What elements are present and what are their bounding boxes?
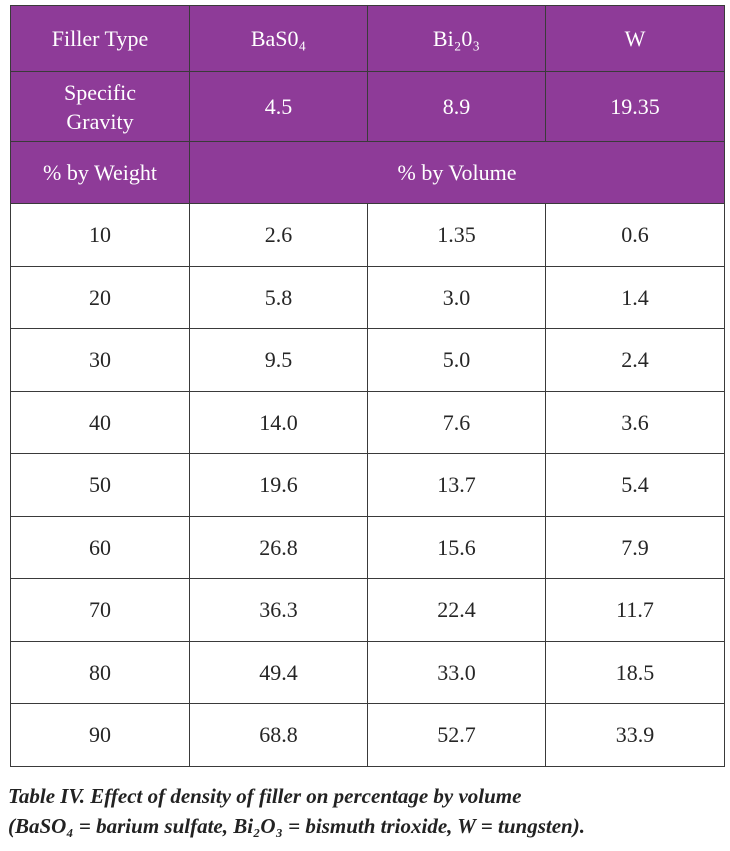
data-cell: 68.8 bbox=[189, 703, 368, 767]
header-cell: 19.35 bbox=[545, 71, 725, 142]
data-cell: 7.9 bbox=[545, 515, 725, 579]
data-cell: 18.5 bbox=[545, 640, 725, 704]
caption-line: Table IV. Effect of density of filler on… bbox=[8, 784, 522, 808]
header-cell: Specific Gravity bbox=[10, 71, 190, 142]
data-cell: 3.6 bbox=[545, 390, 725, 454]
data-cell: 49.4 bbox=[189, 640, 368, 704]
data-cell: 1.4 bbox=[545, 265, 725, 329]
header-cell: BaS0₄ bbox=[189, 5, 368, 72]
header-cell: Filler Type bbox=[10, 5, 190, 72]
data-cell: 33.0 bbox=[367, 640, 546, 704]
data-cell: 9.5 bbox=[189, 328, 368, 392]
data-cell: 7.6 bbox=[367, 390, 546, 454]
caption: Table IV. Effect of density of filler on… bbox=[8, 781, 585, 841]
data-cell: 2.6 bbox=[189, 203, 368, 267]
data-cell: 70 bbox=[10, 578, 190, 642]
data-cell: 13.7 bbox=[367, 453, 546, 517]
data-cell: 40 bbox=[10, 390, 190, 454]
data-cell: 30 bbox=[10, 328, 190, 392]
data-cell: 1.35 bbox=[367, 203, 546, 267]
filler-table: Filler Type BaS0₄ Bi₂0₃ W Specific Gravity 4.… bbox=[10, 5, 725, 767]
caption-line: (BaSO₄ = barium sulfate, Bi₂O₃ = bismuth… bbox=[8, 814, 585, 838]
data-row: 90 68.8 52.7 33.9 bbox=[10, 703, 725, 767]
data-row: 80 49.4 33.0 18.5 bbox=[10, 640, 725, 704]
data-row: 60 26.8 15.6 7.9 bbox=[10, 515, 725, 579]
data-row: 30 9.5 5.0 2.4 bbox=[10, 328, 725, 392]
header-row: Specific Gravity 4.5 8.9 19.35 bbox=[10, 71, 725, 142]
data-cell: 10 bbox=[10, 203, 190, 267]
data-row: 20 5.8 3.0 1.4 bbox=[10, 265, 725, 329]
data-cell: 60 bbox=[10, 515, 190, 579]
data-cell: 0.6 bbox=[545, 203, 725, 267]
data-cell: 33.9 bbox=[545, 703, 725, 767]
header-cell: % by Weight bbox=[10, 141, 190, 204]
data-row: 40 14.0 7.6 3.6 bbox=[10, 390, 725, 454]
header-cell: % by Volume bbox=[189, 141, 725, 204]
data-row: 70 36.3 22.4 11.7 bbox=[10, 578, 725, 642]
data-row: 50 19.6 13.7 5.4 bbox=[10, 453, 725, 517]
data-cell: 11.7 bbox=[545, 578, 725, 642]
header-cell: Bi₂0₃ bbox=[367, 5, 546, 72]
group-row: % by Weight% by Volume bbox=[10, 141, 725, 204]
header-row: Filler Type BaS0₄ Bi₂0₃ W bbox=[10, 5, 725, 72]
data-cell: 3.0 bbox=[367, 265, 546, 329]
data-cell: 52.7 bbox=[367, 703, 546, 767]
data-cell: 15.6 bbox=[367, 515, 546, 579]
data-cell: 19.6 bbox=[189, 453, 368, 517]
data-cell: 5.8 bbox=[189, 265, 368, 329]
data-cell: 20 bbox=[10, 265, 190, 329]
data-cell: 5.4 bbox=[545, 453, 725, 517]
header-cell: 8.9 bbox=[367, 71, 546, 142]
data-row: 10 2.6 1.35 0.6 bbox=[10, 203, 725, 267]
data-cell: 26.8 bbox=[189, 515, 368, 579]
data-cell: 22.4 bbox=[367, 578, 546, 642]
cell-text: Specific Gravity bbox=[63, 79, 137, 134]
data-cell: 2.4 bbox=[545, 328, 725, 392]
header-cell: 4.5 bbox=[189, 71, 368, 142]
data-cell: 14.0 bbox=[189, 390, 368, 454]
data-cell: 5.0 bbox=[367, 328, 546, 392]
data-cell: 90 bbox=[10, 703, 190, 767]
header-cell: W bbox=[545, 5, 725, 72]
data-cell: 80 bbox=[10, 640, 190, 704]
data-cell: 36.3 bbox=[189, 578, 368, 642]
data-cell: 50 bbox=[10, 453, 190, 517]
